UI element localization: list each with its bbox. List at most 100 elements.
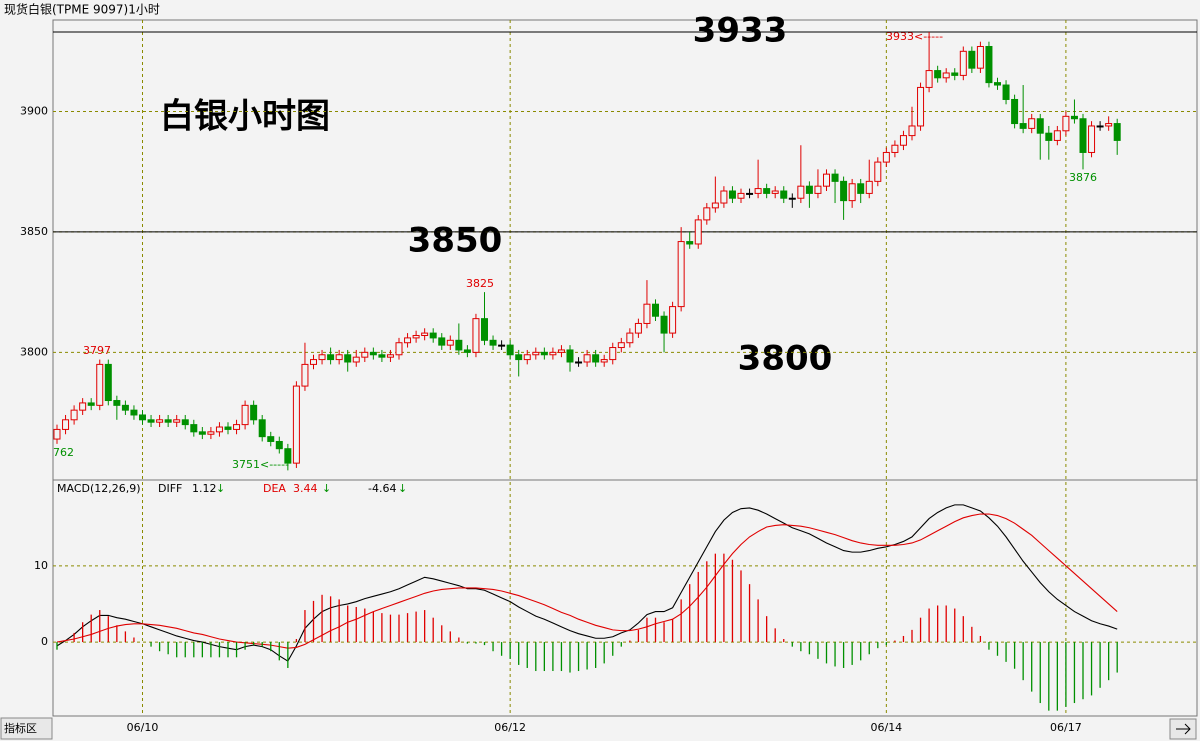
candle-body: [523, 354, 531, 361]
candle-body: [763, 188, 771, 194]
candle-body: [87, 402, 95, 406]
macd-line: [56, 504, 1118, 662]
candle-body: [840, 180, 848, 202]
macd-line: [56, 513, 1118, 649]
y-tick-label: 3850: [20, 225, 48, 238]
candle-body: [361, 351, 369, 358]
candle-body: [634, 322, 642, 334]
candle-body: [994, 82, 1001, 86]
candle-body: [600, 359, 608, 363]
candle-body: [258, 419, 266, 438]
extreme-label: 762: [53, 446, 74, 459]
candle-body: [79, 402, 87, 411]
y-tick-label: 3900: [20, 105, 48, 118]
candle-body: [643, 303, 651, 324]
candle-body: [874, 161, 882, 182]
candle-body: [788, 197, 796, 200]
candle-body: [327, 354, 335, 361]
candle-body: [959, 50, 967, 76]
candle-body: [335, 354, 343, 361]
candle-body: [190, 424, 198, 433]
annotation: 3850: [408, 221, 503, 261]
y-tick-label: 0: [41, 635, 48, 648]
candle-body: [1113, 123, 1121, 141]
candle-body: [908, 125, 916, 137]
candle-body: [378, 354, 386, 358]
candle-body: [489, 339, 497, 346]
candle-body: [780, 190, 788, 199]
candle-body: [472, 318, 480, 353]
candle-body: [352, 356, 360, 363]
candle-body: [267, 436, 275, 442]
candle-body: [1045, 132, 1053, 141]
candle-body: [455, 339, 463, 351]
candle-body: [207, 431, 215, 435]
candle-body: [985, 45, 993, 84]
candle-body: [104, 363, 112, 402]
candle-body: [677, 241, 685, 308]
candle-body: [386, 354, 394, 358]
candle-body: [609, 347, 617, 361]
candle-body: [215, 426, 223, 433]
candle-body: [1002, 84, 1010, 100]
annotation: 3933: [693, 11, 788, 51]
tab[interactable]: [0, 717, 53, 740]
legend-value: 3.44: [293, 482, 318, 495]
candle-body: [652, 303, 659, 317]
legend-name: DEA: [263, 482, 286, 495]
candle-body: [421, 332, 429, 336]
candle-body: [754, 188, 762, 194]
candle-body: [797, 185, 805, 199]
candle-body: [694, 219, 702, 245]
candle-body: [429, 332, 437, 339]
candle-body: [1019, 123, 1027, 129]
extreme-label: 3825: [466, 277, 494, 290]
candle-body: [831, 173, 839, 182]
candle-body: [942, 72, 950, 79]
candle-body: [1105, 123, 1113, 127]
candle-body: [891, 144, 899, 153]
candle-body: [318, 354, 326, 361]
legend-value: -4.64: [368, 482, 396, 495]
extreme-label: 3876: [1069, 171, 1097, 184]
tab-label: 指标区: [4, 721, 37, 735]
candle-body: [412, 334, 420, 339]
candle-body: [395, 342, 403, 356]
y-tick-label: 10: [34, 559, 48, 572]
candle-body: [250, 404, 258, 421]
x-tick-label: 06/14: [870, 721, 902, 734]
candle-body: [369, 351, 377, 356]
candle-body: [164, 419, 172, 423]
candle-body: [711, 202, 719, 209]
arrow-icon: [1176, 723, 1191, 735]
trend-arrow: ↓: [398, 482, 407, 495]
candle-body: [156, 419, 164, 423]
candle-body: [899, 135, 907, 146]
candle-body: [181, 419, 189, 426]
annotation: 3800: [738, 339, 833, 379]
candle-body: [583, 354, 591, 363]
candle-body: [720, 190, 728, 204]
candle-body: [976, 45, 984, 69]
candle-body: [660, 315, 668, 334]
candle-body: [823, 173, 830, 187]
extreme-label: 3797: [83, 344, 111, 357]
candle-body: [592, 354, 600, 363]
chart-title: 白银小时图: [160, 97, 330, 137]
candle-body: [70, 409, 78, 421]
candle-body: [566, 349, 574, 363]
candle-body: [139, 414, 146, 421]
candle-body: [53, 428, 61, 440]
candle-body: [292, 385, 300, 464]
candle-body: [669, 306, 677, 334]
candle-body: [1070, 115, 1078, 120]
extreme-label: 3751<-----: [232, 458, 289, 471]
candle-body: [882, 151, 890, 163]
candle-body: [968, 50, 976, 69]
x-tick-label: 06/17: [1050, 721, 1082, 734]
candle-body: [814, 185, 822, 194]
candle-body: [771, 190, 779, 194]
legend-name: DIFF: [158, 482, 182, 495]
